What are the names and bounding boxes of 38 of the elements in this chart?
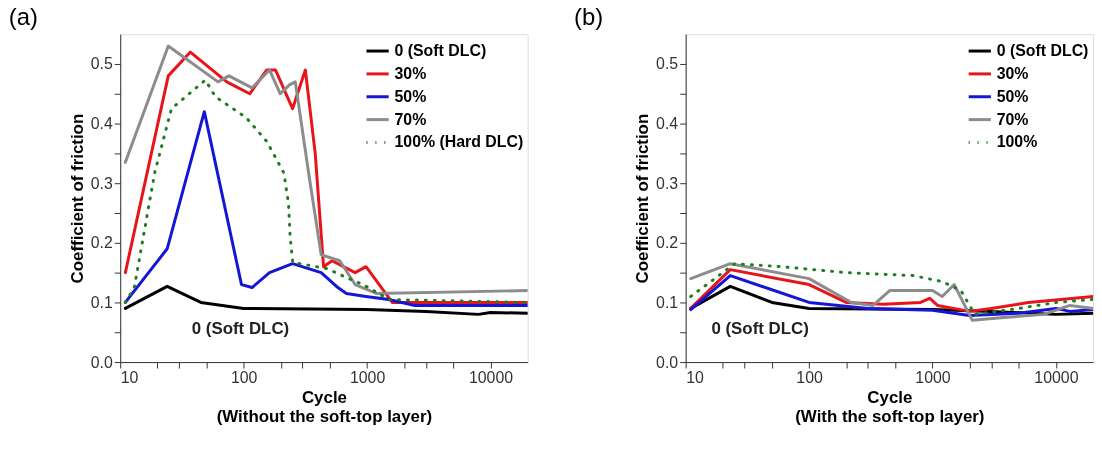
chart-title: (b) <box>574 3 604 31</box>
x-tick-label: 10000 <box>468 369 514 387</box>
y-tick-label: 0.4 <box>90 115 113 133</box>
legend-label: 70% <box>394 110 427 128</box>
x-axis-title: Cycle (Without the soft-top layer) <box>216 388 433 427</box>
legend-label: 0 (Soft DLC) <box>394 42 487 60</box>
x-tick-label: 1000 <box>349 369 386 387</box>
x-tick-label: 1000 <box>915 369 951 387</box>
legend-label: 0 (Soft DLC) <box>996 42 1089 60</box>
x-axis-title: Cycle (With the soft-top layer) <box>795 388 985 427</box>
y-tick-label: 0.5 <box>90 55 113 73</box>
x-tick-label: 100 <box>230 369 258 387</box>
y-tick-label: 0.4 <box>656 115 679 133</box>
legend-label: 100% (Hard DLC) <box>394 133 524 151</box>
legend-label: 50% <box>996 87 1029 105</box>
y-tick-label: 0.2 <box>656 234 679 252</box>
x-tick-label: 10 <box>120 369 139 387</box>
y-tick-label: 0.2 <box>90 234 113 252</box>
x-tick-label: 100 <box>796 369 823 387</box>
annotation: 0 (Soft DLC) <box>711 319 809 339</box>
x-tick-label: 10000 <box>1034 369 1079 387</box>
chart-title: (a) <box>8 3 38 31</box>
y-tick-label: 0.3 <box>656 174 679 192</box>
x-tick-label: 10 <box>686 369 704 387</box>
y-tick-label: 0.1 <box>90 293 113 311</box>
y-tick-label: 0.3 <box>90 174 113 192</box>
legend-label: 100% <box>996 133 1038 151</box>
y-tick-label: 0.1 <box>656 293 679 311</box>
y-axis-title: Coefficient of friction <box>633 113 653 284</box>
legend-label: 30% <box>996 64 1029 82</box>
legend-label: 50% <box>394 87 427 105</box>
y-tick-label: 0.0 <box>90 353 113 371</box>
y-tick-label: 0.5 <box>656 55 679 73</box>
annotation: 0 (Soft DLC) <box>191 319 290 339</box>
legend-label: 70% <box>996 110 1029 128</box>
y-axis-title: Coefficient of friction <box>67 113 87 284</box>
y-tick-label: 0.0 <box>656 353 679 371</box>
legend-label: 30% <box>394 64 427 82</box>
